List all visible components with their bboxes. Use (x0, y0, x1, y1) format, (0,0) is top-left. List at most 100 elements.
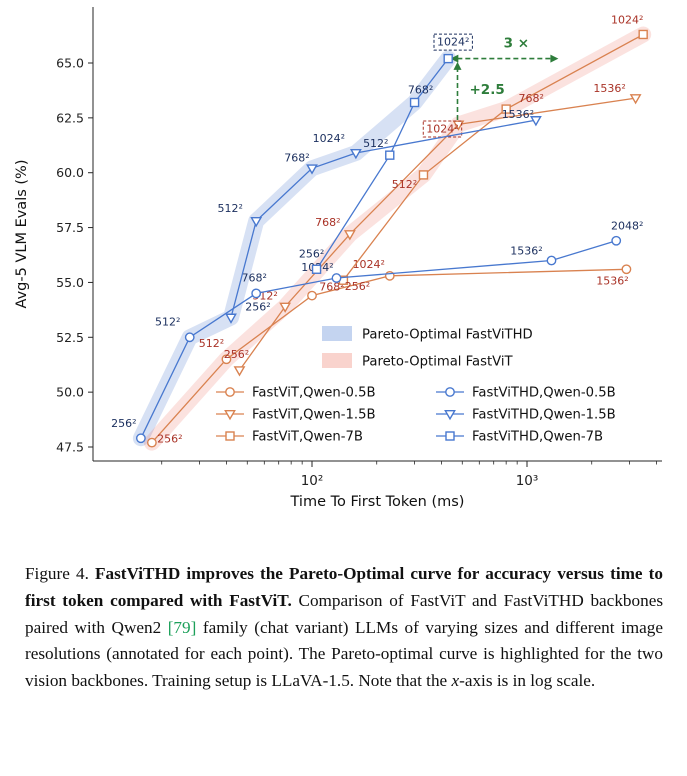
y-tick-label: 47.5 (56, 440, 84, 455)
figure-4: 47.5 50.0 52.5 55.0 57.5 60.0 62.5 65.0 10² 10³ Ti… (14, 7, 663, 695)
point-resolution-label: 512² (199, 337, 224, 350)
caption-text: Figure 4. (25, 564, 95, 583)
figure4-chart: 47.5 50.0 52.5 55.0 57.5 60.0 62.5 65.0 10² 10³ Ti… (14, 7, 662, 510)
square-marker (385, 150, 395, 160)
circle-marker (146, 437, 157, 448)
legend-label: Pareto-Optimal FastViTHD (362, 328, 533, 343)
point-resolution-label: 2048² (611, 220, 643, 233)
legend-label: FastViT,Qwen-0.5B (252, 386, 376, 401)
point-resolution-label: 1024² (437, 36, 469, 49)
triangle-marker (343, 230, 356, 241)
ttft-vs-accuracy-plot: 47.5 50.0 52.5 55.0 57.5 60.0 62.5 65.0 10² 10³ Ti… (14, 7, 662, 510)
figure-caption: Figure 4. FastViTHD improves the Pareto-… (25, 561, 663, 695)
square-marker (225, 431, 235, 441)
series-x-fastvit-qwen-1-5b: 256² 512² 768² 1024² 1536² (224, 82, 642, 377)
point-resolution-label: 768² (408, 83, 433, 96)
legend-pareto: Pareto-Optimal FastViTHD Pareto-Optimal F… (322, 326, 533, 370)
circle-marker (611, 235, 622, 246)
legend-patch (322, 326, 352, 341)
square-marker (501, 104, 511, 114)
triangle-marker (225, 313, 237, 324)
triangle-marker (629, 94, 642, 105)
y-tick-label: 57.5 (56, 220, 84, 235)
y-tick-label: 50.0 (56, 385, 84, 400)
legend-item-x-fastvithd-qwen-1-5b: FastViTHD,Qwen-1.5B (436, 408, 616, 423)
legend-label: FastViTHD,Qwen-1.5B (472, 408, 616, 423)
point-resolution-label: 1536² (596, 274, 628, 287)
circle-marker (546, 255, 557, 266)
point-resolution-label: 256² (345, 280, 370, 293)
point-resolution-label: 1536² (502, 108, 534, 121)
annotation-label: +2.5 (469, 82, 504, 98)
annotation-x-3: 3 × (450, 36, 559, 63)
axes: 47.5 50.0 52.5 55.0 57.5 60.0 62.5 65.0 10² 10³ Ti… (14, 7, 662, 510)
point-resolution-label: 768² (241, 271, 266, 284)
point-resolution-label: 1536² (510, 244, 542, 257)
point-resolution-label: 256² (299, 247, 324, 260)
circle-marker (445, 387, 455, 397)
legend-item-x-fastvit-qwen-1-5b: FastViT,Qwen-1.5B (216, 408, 376, 423)
circle-marker (135, 433, 146, 444)
caption-text: Comparison of FastViT and FastViTHD back… (25, 590, 664, 637)
square-marker (418, 170, 429, 180)
square-marker (638, 29, 648, 40)
square-marker (445, 431, 455, 441)
triangle-marker (279, 302, 292, 313)
legend-patch (322, 353, 352, 368)
point-resolution-label: 1024² (353, 258, 385, 271)
circle-marker (251, 288, 262, 299)
triangle-marker (250, 216, 263, 228)
point-resolution-label: 512² (155, 315, 180, 328)
point-resolution-label: 256² (111, 417, 136, 430)
citation-link-79[interactable]: [79] (167, 617, 197, 637)
square-marker (311, 264, 322, 274)
legend-item-x-fastvit-qwen-0-5b: FastViT,Qwen-0.5B (216, 386, 376, 401)
point-resolution-label: 1024² (611, 13, 643, 26)
annotation-x-2-5: +2.5 (453, 61, 505, 121)
point-resolution-label: 768² (518, 92, 543, 105)
legend-item-x-fastvithd-qwen-0-5b: FastViTHD,Qwen-0.5B (436, 386, 616, 401)
point-resolution-label: 256² (157, 433, 182, 446)
point-resolution-label: 256² (224, 348, 249, 361)
point-resolution-label: 1024² (426, 122, 458, 135)
point-resolution-label: 768² (315, 216, 340, 229)
circle-marker (221, 354, 232, 365)
circle-marker (184, 332, 195, 343)
circle-marker (307, 290, 317, 301)
series-x-fastvit-qwen-7b: 256² 512² 768² 1024² (338, 13, 648, 293)
band-x-pareto-optimal-fastvithd (132, 50, 457, 447)
point-resolution-label: 512² (392, 178, 417, 191)
series-x-fastvithd-qwen-0-5b: 256²512²768²1024²1536²2048² (111, 220, 643, 444)
square-marker (443, 53, 453, 64)
point-resolution-label: 256² (245, 301, 270, 314)
y-tick-label: 60.0 (56, 165, 84, 180)
legend-label: Pareto-Optimal FastViT (362, 355, 514, 370)
triangle-marker (224, 410, 236, 421)
triangle-marker (349, 148, 362, 160)
legend-label: FastViTHD,Qwen-0.5B (472, 386, 616, 401)
point-resolution-label: 1024² (313, 132, 345, 145)
point-resolution-label: 512² (363, 137, 388, 150)
circle-marker (331, 273, 342, 283)
y-axis-label: Avg-5 VLM Evals (%) (14, 160, 30, 309)
boxed-label-outline (422, 120, 463, 138)
x-tick-label: 10² (301, 473, 324, 489)
x-axis-label: Time To First Token (ms) (290, 494, 465, 510)
x-tick-label: 10³ (516, 473, 539, 489)
series-x-fastvithd-qwen-7b: 256² 512² 768² 1024² (299, 33, 473, 274)
circle-marker (621, 264, 632, 275)
annotation-label: 3 × (504, 36, 529, 52)
caption-text: x (451, 671, 460, 691)
pareto-bands (132, 26, 652, 451)
caption-text: FastViTHD improves the Pareto-Optimal cu… (25, 564, 663, 610)
caption-text: family (chat variant) LLMs of varying si… (25, 617, 663, 691)
y-tick-label: 65.0 (56, 56, 84, 71)
circle-marker (225, 387, 235, 397)
legend-label: FastViTHD,Qwen-7B (472, 430, 603, 445)
triangle-marker (233, 366, 246, 377)
legend-label: FastViT,Qwen-1.5B (252, 408, 376, 423)
legend-item-x-fastvit-qwen-7b: FastViT,Qwen-7B (216, 430, 363, 445)
legend-label: FastViT,Qwen-7B (252, 430, 363, 445)
y-tick-label: 62.5 (56, 110, 84, 125)
y-tick-label: 55.0 (56, 275, 84, 290)
